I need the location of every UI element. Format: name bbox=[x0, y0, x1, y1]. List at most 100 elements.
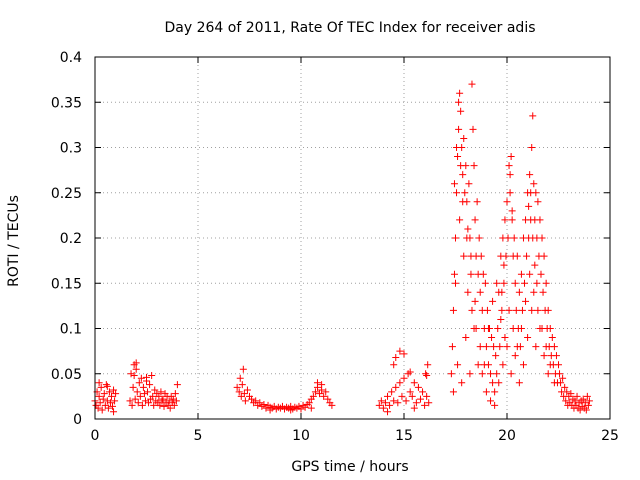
data-point bbox=[146, 381, 154, 389]
data-point bbox=[493, 279, 501, 287]
data-point bbox=[379, 404, 387, 412]
data-point bbox=[487, 397, 495, 405]
data-point bbox=[95, 392, 103, 400]
data-point bbox=[471, 297, 479, 305]
data-point bbox=[521, 279, 529, 287]
data-point bbox=[524, 334, 532, 342]
data-point bbox=[511, 352, 519, 360]
data-point bbox=[488, 334, 496, 342]
data-point bbox=[460, 252, 468, 260]
y-tick-label: 0.2 bbox=[60, 231, 82, 247]
data-point bbox=[169, 395, 177, 403]
ticks-layer: 0 5 10 15 20 25 0 0.05 0.1 0.15 0.2 0.25 0.3 0.35 0.4 bbox=[51, 50, 619, 444]
data-point bbox=[498, 288, 506, 296]
data-point bbox=[406, 368, 414, 376]
data-point bbox=[324, 395, 332, 403]
data-point bbox=[462, 334, 470, 342]
data-point bbox=[248, 395, 256, 403]
data-point bbox=[422, 370, 430, 378]
data-point bbox=[238, 381, 246, 389]
data-point bbox=[423, 372, 431, 380]
data-point bbox=[406, 388, 414, 396]
y-tick-label: 0 bbox=[73, 412, 82, 428]
data-point bbox=[111, 397, 119, 405]
data-point bbox=[421, 401, 429, 409]
data-point bbox=[453, 189, 461, 197]
data-point bbox=[151, 386, 159, 394]
data-point bbox=[501, 334, 509, 342]
data-point bbox=[490, 343, 498, 351]
data-point bbox=[239, 365, 247, 373]
data-point bbox=[398, 392, 406, 400]
data-point bbox=[140, 390, 148, 398]
data-point bbox=[495, 379, 503, 387]
data-point bbox=[158, 397, 166, 405]
data-point bbox=[576, 406, 584, 414]
data-point bbox=[130, 372, 138, 380]
data-point bbox=[538, 325, 546, 332]
data-point bbox=[416, 395, 424, 403]
data-point bbox=[103, 382, 111, 390]
data-point bbox=[450, 180, 458, 188]
data-point bbox=[531, 261, 539, 269]
data-point bbox=[410, 379, 418, 387]
data-point bbox=[456, 89, 464, 97]
data-point bbox=[470, 162, 478, 170]
data-point bbox=[522, 297, 530, 305]
data-point bbox=[313, 379, 321, 387]
data-point bbox=[517, 270, 525, 278]
data-point bbox=[546, 361, 554, 369]
data-point bbox=[375, 401, 383, 409]
data-point bbox=[160, 402, 168, 410]
data-point bbox=[559, 374, 567, 382]
data-point bbox=[233, 383, 241, 391]
data-point bbox=[491, 401, 499, 409]
data-point bbox=[550, 343, 558, 351]
data-point bbox=[500, 279, 508, 287]
data-point bbox=[240, 390, 248, 398]
data-point bbox=[135, 379, 143, 387]
data-point bbox=[529, 112, 537, 120]
x-tick-label: 25 bbox=[601, 428, 619, 444]
data-point bbox=[452, 279, 459, 287]
data-point bbox=[492, 352, 500, 360]
data-point bbox=[170, 401, 178, 409]
data-point bbox=[513, 343, 521, 351]
data-point bbox=[457, 162, 465, 170]
data-point bbox=[316, 390, 324, 398]
data-point bbox=[150, 401, 158, 409]
data-point bbox=[498, 306, 506, 314]
data-point bbox=[466, 370, 474, 378]
x-tick-label: 10 bbox=[292, 428, 310, 444]
data-point bbox=[447, 370, 455, 378]
data-point bbox=[243, 386, 251, 394]
data-point bbox=[456, 216, 464, 224]
data-point bbox=[454, 361, 462, 369]
data-point bbox=[307, 404, 315, 412]
data-point bbox=[132, 359, 140, 367]
data-point bbox=[526, 171, 534, 179]
data-point bbox=[287, 406, 295, 414]
data-point bbox=[384, 392, 392, 400]
data-point bbox=[309, 392, 317, 400]
data-point bbox=[533, 279, 541, 287]
data-point bbox=[400, 374, 408, 382]
data-point bbox=[525, 202, 533, 210]
data-point bbox=[171, 390, 179, 398]
data-point bbox=[563, 388, 571, 396]
data-point bbox=[139, 383, 147, 391]
data-point bbox=[483, 306, 491, 314]
data-point bbox=[472, 325, 480, 332]
y-tick-label: 0.3 bbox=[60, 141, 82, 157]
data-point bbox=[143, 373, 150, 381]
data-point bbox=[477, 252, 485, 260]
data-point bbox=[550, 379, 558, 387]
data-point bbox=[126, 397, 134, 405]
data-point bbox=[552, 352, 560, 360]
data-point bbox=[476, 343, 484, 351]
x-tick-label: 0 bbox=[91, 428, 100, 444]
data-point bbox=[473, 198, 481, 206]
data-point bbox=[423, 392, 431, 400]
data-point bbox=[459, 171, 467, 179]
